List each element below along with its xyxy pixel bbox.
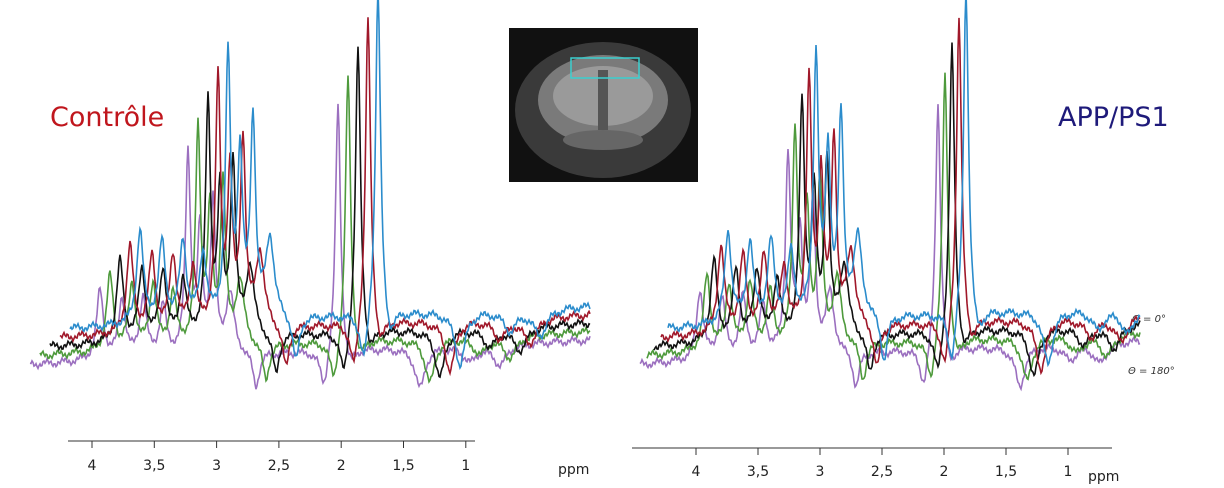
spectrum (59, 17, 591, 377)
axis-unit: ppm (558, 462, 589, 478)
angle-label: Θ = 180° (1128, 366, 1175, 377)
tick-label: 2,5 (871, 464, 893, 480)
tick-label: 1,5 (392, 458, 414, 474)
spectrum (660, 17, 1141, 376)
axis-unit: ppm (1088, 469, 1119, 485)
tick-label: 2 (940, 464, 949, 480)
tick-label: 1 (1064, 464, 1073, 480)
tick-label: 3,5 (143, 458, 165, 474)
tick-label: 4 (88, 458, 97, 474)
angle-label: Θ = 0° (1132, 314, 1166, 325)
spectrum (667, 0, 1141, 368)
spectrum (29, 103, 591, 390)
spectrum (639, 104, 1141, 392)
tick-label: 3,5 (747, 464, 769, 480)
spectrum (646, 72, 1141, 381)
tick-label: 3 (816, 464, 825, 480)
tick-label: 3 (212, 458, 221, 474)
spectrum (653, 42, 1141, 378)
group-title: APP/PS1 (1058, 102, 1169, 133)
tick-label: 4 (692, 464, 701, 480)
mri-image (509, 28, 698, 182)
tick-label: 2 (337, 458, 346, 474)
tick-label: 2,5 (268, 458, 290, 474)
tick-label: 1,5 (995, 464, 1017, 480)
tick-label: 1 (461, 458, 470, 474)
group-title: Contrôle (50, 102, 164, 133)
spectrum (69, 0, 591, 371)
spectrum (49, 46, 591, 379)
